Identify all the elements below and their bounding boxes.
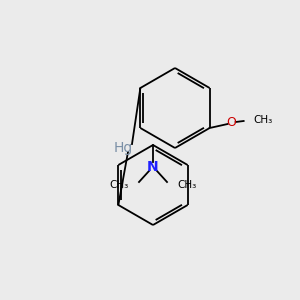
- Text: N: N: [147, 160, 159, 174]
- Text: CH₃: CH₃: [110, 180, 129, 190]
- Text: CH₃: CH₃: [177, 180, 196, 190]
- Text: Hg: Hg: [113, 141, 133, 155]
- Text: CH₃: CH₃: [254, 115, 273, 125]
- Text: O: O: [227, 116, 237, 130]
